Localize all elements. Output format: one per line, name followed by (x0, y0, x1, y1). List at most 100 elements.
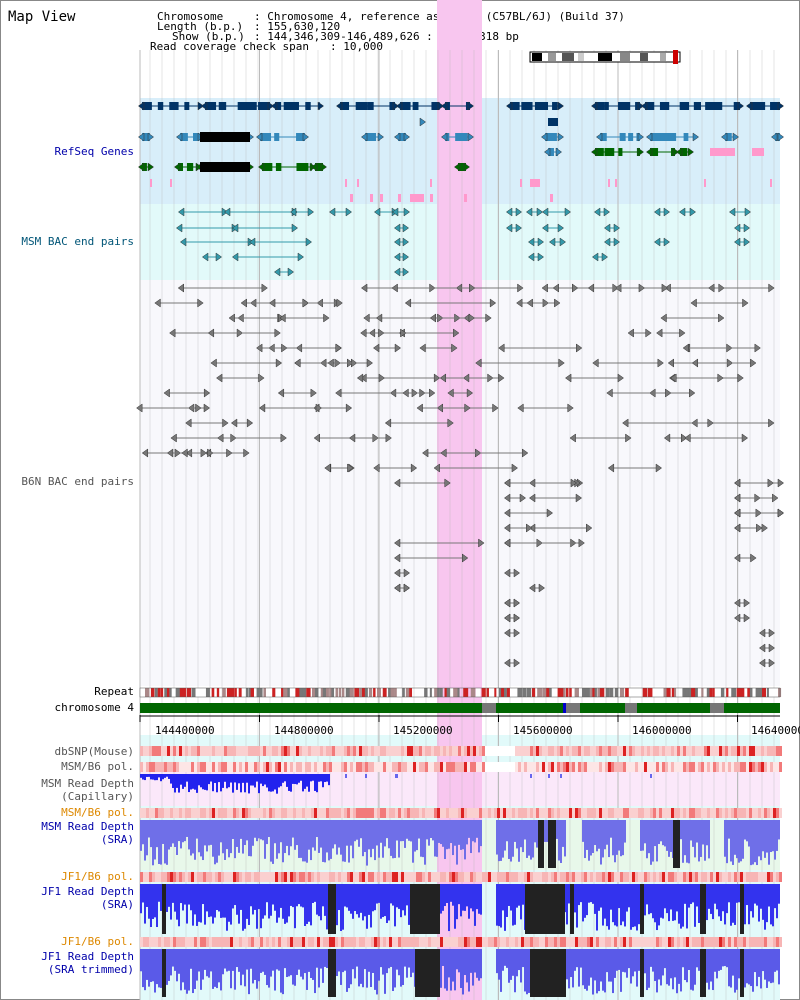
heat-cell (551, 937, 554, 947)
heat-cell (350, 762, 353, 772)
heat-cell (572, 808, 575, 818)
depth-bar (154, 949, 156, 993)
depth-bar (206, 774, 208, 791)
track-label-msm-b6-pol-2[interactable]: MSM/B6 pol. (61, 806, 134, 819)
track-label-dbsnp[interactable]: dbSNP(Mouse) (54, 745, 134, 758)
track-label-jf1-depth-sra-1[interactable]: JF1 Read Depth (41, 885, 134, 898)
track-label-msm-bac[interactable]: MSM BAC end pairs (21, 235, 134, 248)
heat-cell (437, 746, 440, 756)
depth-bar (300, 820, 302, 858)
heat-cell (770, 762, 773, 772)
track-label-jf1-b6-pol-2[interactable]: JF1/B6 pol. (61, 935, 134, 948)
bac-end-icon (197, 298, 204, 308)
heat-cell (254, 746, 257, 756)
repeat-segment (546, 688, 551, 697)
depth-bar (324, 949, 326, 967)
heat-cell (467, 808, 470, 818)
heat-cell (551, 746, 554, 756)
depth-bar (666, 949, 668, 985)
heat-cell (488, 872, 491, 882)
heat-cell (278, 808, 281, 818)
track-label-refseq[interactable]: RefSeq Genes (54, 145, 134, 158)
track-label-repeat[interactable]: Repeat (94, 685, 134, 698)
ideogram-band (660, 53, 666, 61)
depth-bar (250, 884, 252, 907)
heat-cell (509, 762, 512, 772)
depth-bar (188, 884, 190, 905)
heat-cell (659, 872, 662, 882)
repeat-segment (364, 688, 368, 697)
heat-cell (458, 937, 461, 947)
heat-cell (515, 937, 518, 947)
gene-exon-pink (410, 194, 424, 202)
heat-cell (656, 808, 659, 818)
depth-bar (500, 949, 502, 992)
track-label-msm-depth-cap-1[interactable]: MSM Read Depth (41, 777, 134, 790)
heat-cell (461, 746, 464, 756)
depth-bar (144, 949, 146, 991)
heat-cell (173, 872, 176, 882)
heat-cell (776, 937, 779, 947)
bac-end-icon (733, 523, 741, 533)
depth-bar (348, 820, 350, 863)
depth-bar (382, 949, 384, 975)
repeat-segment (465, 688, 469, 697)
heat-cell (599, 937, 602, 947)
depth-bar (508, 884, 510, 906)
depth-bar (514, 949, 516, 993)
heat-cell (272, 872, 275, 882)
heat-cell (251, 808, 254, 818)
depth-bar (770, 820, 772, 853)
heat-cell (269, 762, 272, 772)
heat-cell (425, 762, 428, 772)
track-label-msm-b6-pol-1[interactable]: MSM/B6 pol. (61, 760, 134, 773)
depth-bar (260, 884, 262, 929)
heat-cell (779, 746, 782, 756)
depth-bar (452, 884, 454, 906)
bac-end-icon (289, 207, 297, 217)
heat-cell (260, 762, 263, 772)
heat-cell (608, 872, 611, 882)
bac-end-icon (708, 283, 715, 293)
track-label-b6n-bac[interactable]: B6N BAC end pairs (21, 475, 134, 488)
track-label-jf1-b6-pol-1[interactable]: JF1/B6 pol. (61, 870, 134, 883)
heat-cell (224, 762, 227, 772)
heat-cell (758, 937, 761, 947)
heat-cell (743, 937, 746, 947)
track-label-jf1-trim-1[interactable]: JF1 Read Depth (41, 950, 134, 963)
depth-bar (196, 949, 198, 981)
heat-cell (269, 808, 272, 818)
heat-cell (698, 872, 701, 882)
heat-cell (524, 937, 527, 947)
depth-bar (140, 949, 142, 972)
depth-bar (698, 820, 700, 862)
depth-bar (704, 820, 706, 861)
heat-cell (218, 808, 221, 818)
depth-bar (714, 884, 716, 904)
gene-strand-icon (137, 101, 145, 111)
heat-cell (584, 762, 587, 772)
track-label-msm-depth-sra-1[interactable]: MSM Read Depth (41, 820, 134, 833)
repeat-segment (532, 688, 536, 697)
heat-cell (509, 872, 512, 882)
heat-cell (587, 762, 590, 772)
depth-bar (288, 884, 290, 917)
depth-bar (478, 949, 480, 981)
depth-bar (212, 949, 214, 989)
bac-end-icon (154, 298, 161, 308)
depth-bar (274, 774, 276, 790)
heat-cell (149, 872, 152, 882)
track-label-chromosome[interactable]: chromosome 4 (54, 701, 134, 714)
heat-cell (767, 937, 770, 947)
heat-cell (287, 808, 290, 818)
bac-end-icon (391, 283, 398, 293)
depth-bar (372, 820, 374, 849)
depth-bar (596, 884, 598, 931)
heat-cell (551, 872, 554, 882)
depth-bar (166, 884, 168, 912)
gene-exon (296, 163, 309, 171)
heat-cell (713, 746, 716, 756)
repeat-segment (250, 688, 256, 697)
heat-cell (773, 937, 776, 947)
